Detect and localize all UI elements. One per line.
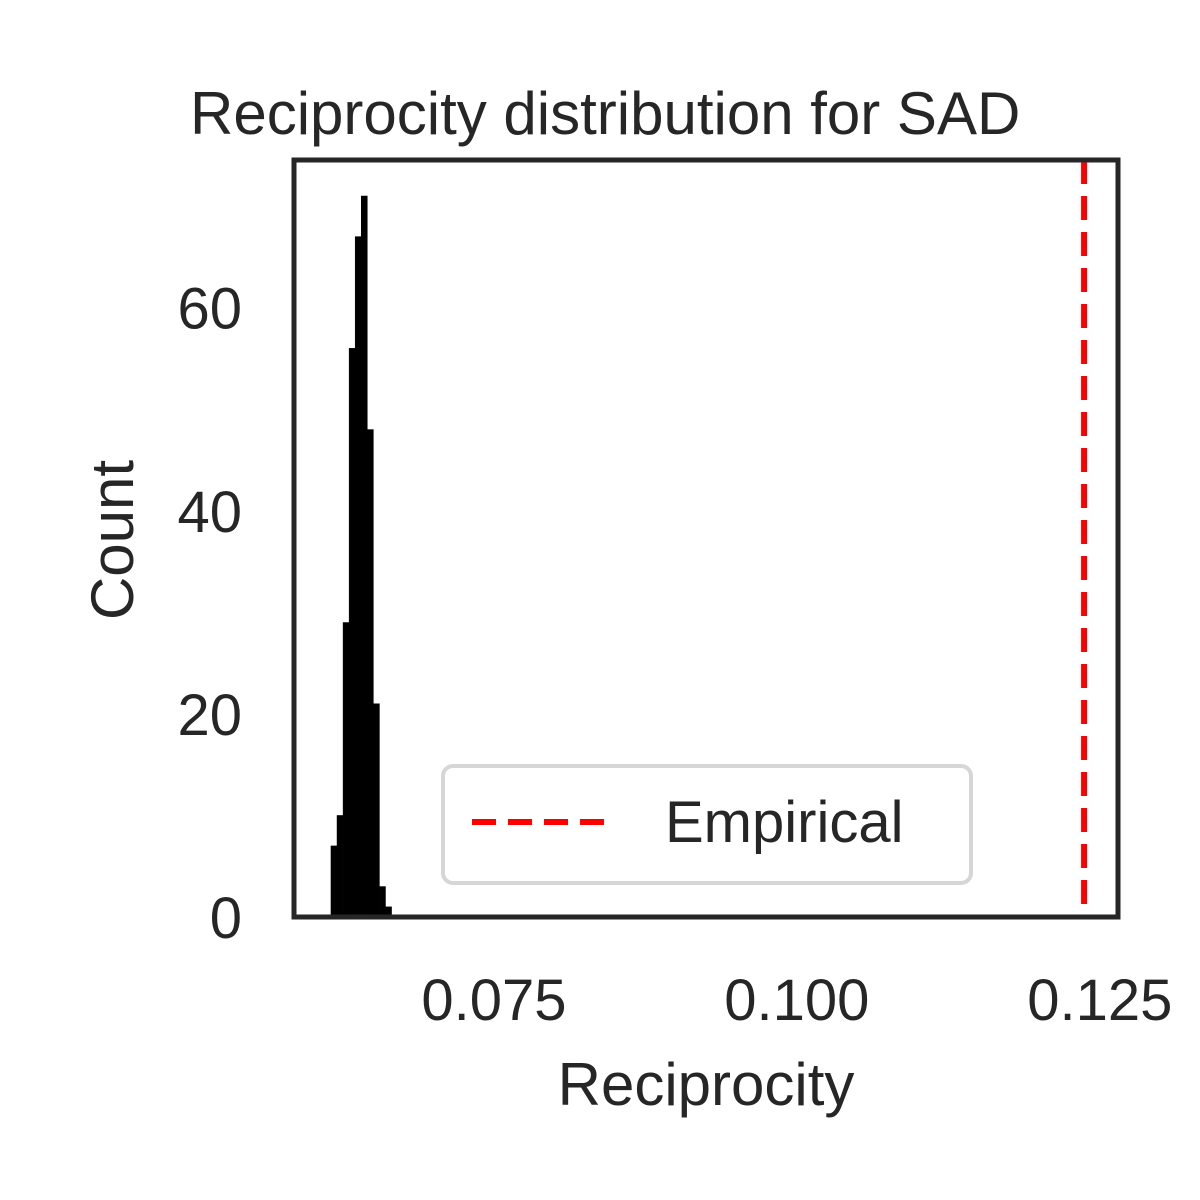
histogram-bar-4	[354, 236, 362, 918]
x-axis-ticks: 0.075 0.100 0.125	[421, 968, 1172, 1033]
plot-frame	[291, 157, 1121, 920]
legend-box	[441, 764, 973, 885]
histogram-bar-1	[336, 815, 344, 918]
x-tick-label-2: 0.125	[1027, 968, 1172, 1033]
y-axis-label: Count	[79, 460, 146, 620]
legend: Empirical	[441, 764, 973, 885]
x-tick-label-1: 0.100	[724, 968, 869, 1033]
legend-empirical-label: Empirical	[665, 790, 904, 855]
y-tick-label-3: 60	[177, 277, 242, 342]
y-tick-label-0: 0	[210, 886, 242, 951]
y-tick-label-1: 20	[177, 683, 242, 748]
histogram-bar-3	[348, 348, 356, 918]
histogram-bars	[330, 195, 392, 918]
y-tick-label-2: 40	[177, 480, 242, 545]
histogram-bar-5	[361, 195, 368, 918]
histogram-bar-2	[342, 622, 350, 918]
histogram-bar-6	[367, 429, 374, 918]
histogram-bar-0	[330, 845, 338, 918]
x-axis-label: Reciprocity	[558, 1051, 855, 1118]
histogram-bar-8	[379, 886, 386, 918]
chart-title: Reciprocity distribution for SAD	[190, 80, 1020, 147]
x-tick-label-0: 0.075	[421, 968, 566, 1033]
y-axis-ticks: 0 20 40 60	[177, 277, 242, 951]
histogram-bar-7	[373, 703, 380, 918]
